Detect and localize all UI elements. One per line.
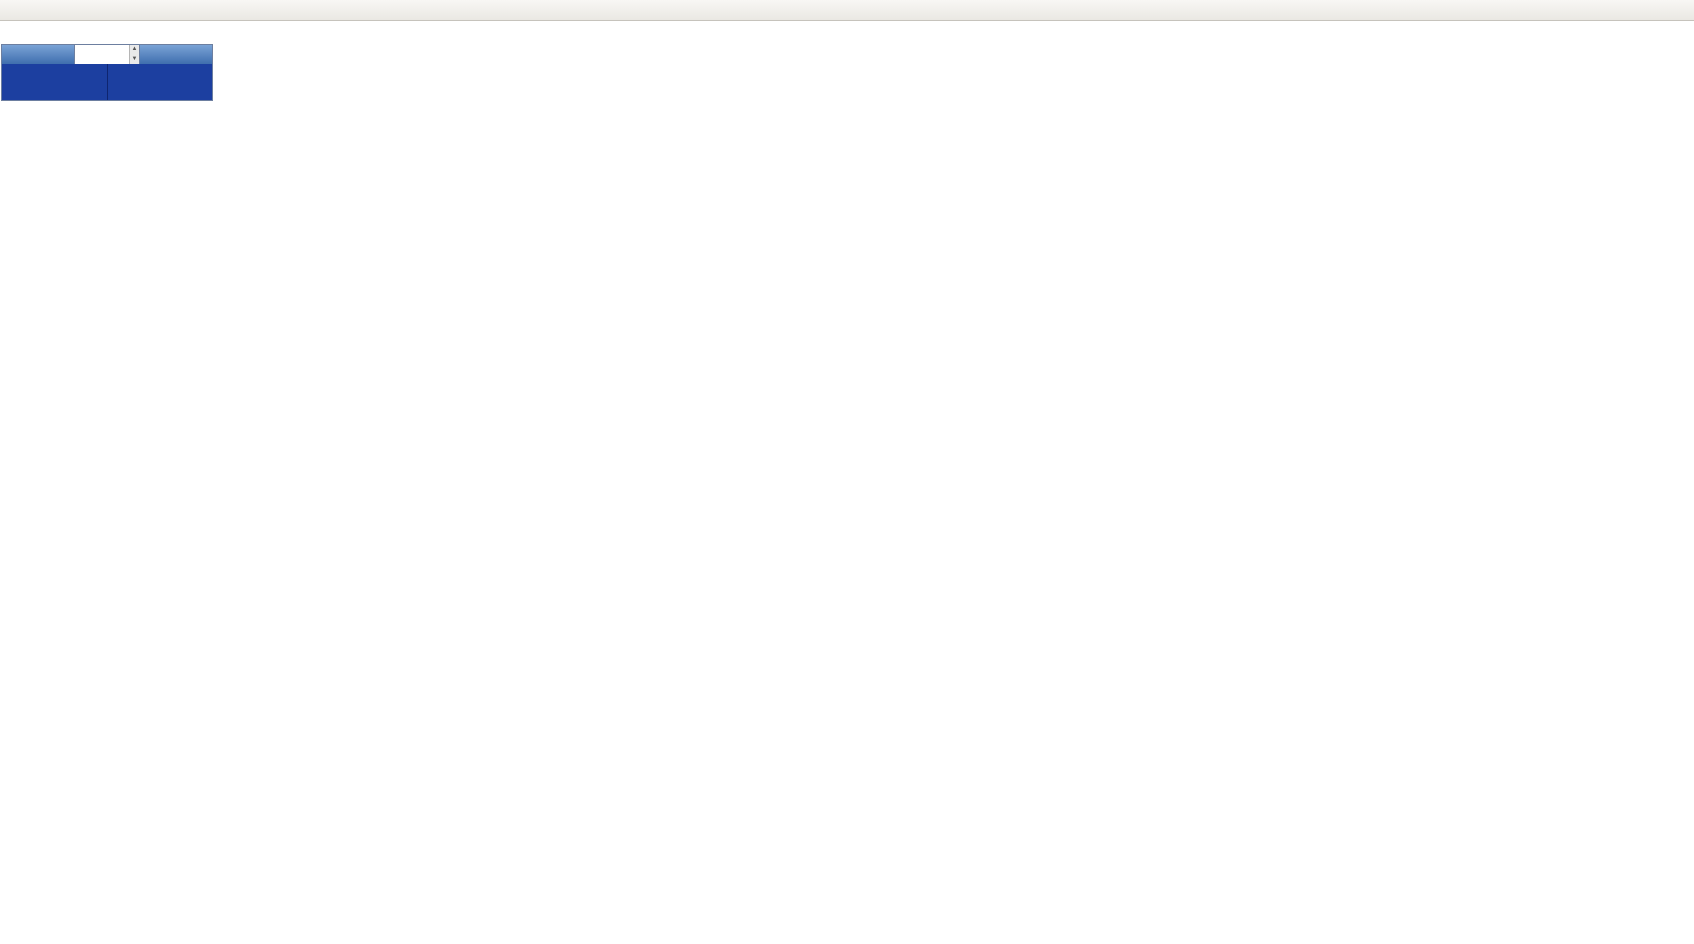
price-divider: [106, 64, 108, 100]
sell-price[interactable]: [2, 64, 107, 100]
volume-spinner: ▲ ▼: [128, 45, 139, 64]
volume-field: ▲ ▼: [74, 45, 140, 64]
volume-input[interactable]: [75, 45, 129, 64]
volume-down-button[interactable]: ▼: [129, 54, 139, 64]
sell-button[interactable]: [2, 45, 74, 64]
top-toolbar: [0, 0, 1694, 21]
buy-button[interactable]: [140, 45, 212, 64]
buy-price[interactable]: [108, 64, 213, 100]
one-click-trading-panel: ▲ ▼: [1, 44, 213, 101]
volume-up-button[interactable]: ▲: [129, 45, 139, 55]
